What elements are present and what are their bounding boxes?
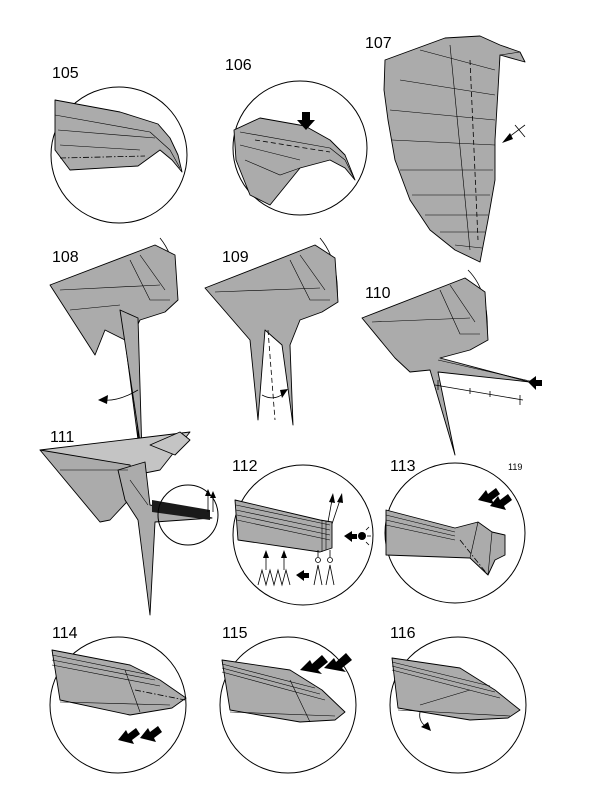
bird-wing-fan	[383, 35, 526, 263]
tail-detail	[51, 649, 187, 716]
push-arrow-icon	[478, 488, 512, 510]
step-number-116: 116	[390, 625, 416, 642]
step-106: 106	[225, 57, 368, 216]
detail-circle	[49, 636, 187, 774]
bird-body	[361, 277, 531, 456]
detail-circle	[232, 80, 368, 216]
bird-body	[49, 244, 179, 456]
fold-arrow-icon	[502, 124, 526, 143]
step-109: 109	[204, 237, 339, 426]
step-111: 111	[39, 429, 219, 616]
step-116: 116	[389, 625, 527, 774]
tail-detail	[221, 659, 346, 723]
push-arrow-icon	[118, 726, 162, 744]
step-112: 112	[232, 458, 374, 606]
step-number-110: 110	[365, 285, 391, 302]
step-number-113: 113	[390, 458, 416, 475]
detail-circle	[219, 636, 357, 774]
bird-body	[39, 431, 213, 616]
push-arrow-icon	[528, 376, 542, 390]
detail-circle	[384, 462, 526, 604]
tail-detail	[385, 509, 506, 576]
step-number-107: 107	[365, 35, 392, 52]
step-number-105: 105	[52, 65, 79, 82]
step-115: 115	[219, 625, 357, 774]
fold-arrow-icon	[261, 389, 288, 399]
step-number-109: 109	[222, 249, 249, 266]
push-arrow-icon	[297, 112, 315, 130]
step-110: 110	[361, 269, 542, 456]
fold-arrow-icon	[98, 389, 139, 404]
step-number-106: 106	[225, 57, 252, 74]
step-number-111: 111	[50, 429, 74, 446]
tail-detail	[234, 499, 333, 553]
detail-circle	[232, 464, 374, 606]
fold-arrow-icon	[327, 493, 343, 525]
step-number-114: 114	[52, 625, 78, 642]
detail-circle	[389, 636, 527, 774]
detail-circle	[50, 86, 188, 224]
tail-detail	[391, 657, 521, 721]
zigzag-pleat-icon	[257, 550, 335, 587]
page-number: 119	[508, 462, 522, 472]
head-detail	[54, 99, 183, 173]
step-number-115: 115	[222, 625, 248, 642]
step-number-108: 108	[52, 249, 79, 266]
head-detail	[233, 117, 356, 206]
fold-line-marker	[434, 380, 524, 405]
step-108: 108	[49, 237, 179, 456]
detail-circle	[157, 484, 219, 546]
view-from-icon	[344, 526, 371, 546]
step-114: 114	[49, 625, 187, 774]
push-arrow-icon	[300, 653, 352, 674]
bird-body	[204, 244, 339, 426]
fold-arrow-icon	[419, 711, 431, 731]
step-107: 107	[365, 35, 526, 263]
step-number-112: 112	[232, 458, 258, 475]
step-113: 113	[384, 458, 526, 604]
fold-arrow-icon	[205, 489, 216, 512]
step-105: 105	[50, 65, 188, 224]
